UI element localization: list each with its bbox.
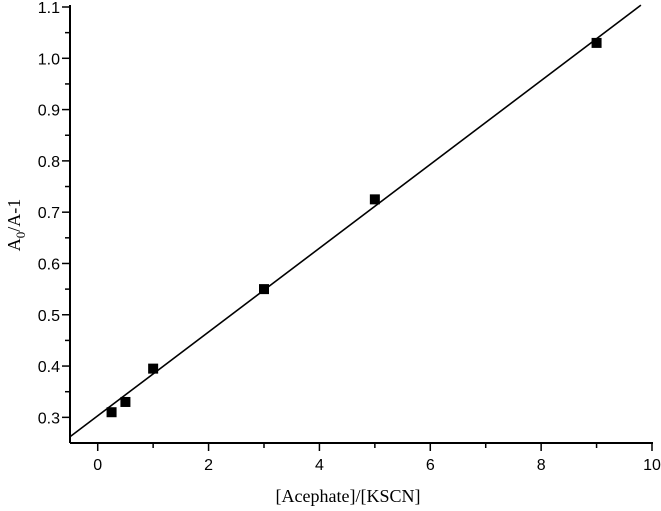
data-points [106, 37, 602, 418]
y-tick-label: 0.9 [38, 103, 60, 120]
y-axis-title: A0/A-1 [4, 199, 28, 252]
y-tick-label: 0.4 [38, 359, 60, 376]
x-axis-title: [Acephate]/[KSCN] [276, 486, 421, 506]
axis-labels: [Acephate]/[KSCN] A0/A-1 [4, 199, 420, 506]
linear-fit [69, 4, 642, 438]
y-tick-label: 0.5 [38, 308, 60, 325]
data-point [120, 396, 131, 407]
y-tick-label: 0.3 [38, 410, 60, 427]
data-point [106, 407, 117, 418]
x-tick-label: 8 [537, 457, 546, 474]
axes: 0 2 4 6 8 10 0.3 0.4 0.5 0.6 0.7 0.8 0.9 1.0 1.1 [38, 0, 661, 474]
data-point [148, 363, 159, 374]
x-tick-label: 4 [315, 457, 324, 474]
data-point [591, 37, 602, 48]
x-tick-label: 6 [426, 457, 435, 474]
y-tick-label: 0.8 [38, 154, 60, 171]
fit-line [69, 4, 642, 438]
data-point [259, 284, 269, 295]
y-tick-label: 1.1 [38, 0, 60, 17]
y-tick-label: 0.6 [38, 256, 60, 273]
x-tick-label: 10 [643, 457, 661, 474]
x-tick-label: 0 [93, 457, 102, 474]
x-tick-label: 2 [204, 457, 213, 474]
y-tick-label: 1.0 [38, 51, 60, 68]
y-tick-label: 0.7 [38, 205, 60, 222]
data-point [369, 194, 380, 205]
